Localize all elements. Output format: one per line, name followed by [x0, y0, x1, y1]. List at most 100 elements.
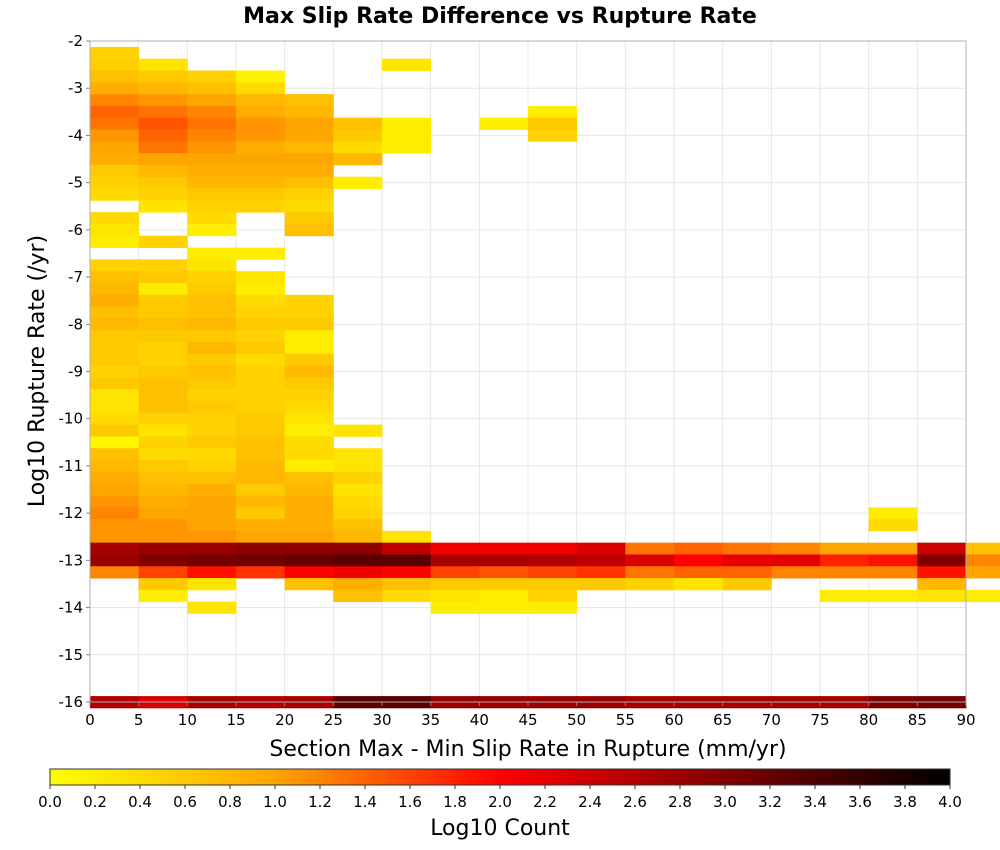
heatmap-cell [284, 542, 334, 555]
heatmap-cell [90, 282, 140, 296]
heatmap-cell [187, 105, 237, 119]
colorbar-tick-label: 1.0 [263, 793, 287, 811]
colorbar-tick-label: 2.8 [668, 793, 692, 811]
heatmap-cell [187, 153, 237, 166]
heatmap-cell [284, 188, 334, 201]
heatmap-cell [236, 188, 286, 201]
heatmap-cell [236, 153, 286, 166]
heatmap-cell [528, 117, 578, 130]
colorbar-tick-label: 2.4 [578, 793, 602, 811]
y-tick-label: -16 [59, 693, 84, 711]
heatmap-cell [430, 578, 480, 591]
heatmap-cell [674, 554, 724, 567]
heatmap-cell [333, 176, 383, 189]
heatmap-cell [187, 507, 237, 520]
colorbar-tick-label: 3.8 [893, 793, 917, 811]
heatmap-cell [236, 282, 286, 296]
heatmap-cell [576, 554, 626, 567]
heatmap-cell [187, 578, 237, 591]
heatmap-cell [90, 566, 140, 579]
heatmap-cell [138, 389, 188, 402]
heatmap-cell [382, 542, 432, 555]
y-tick-label: -7 [68, 268, 83, 286]
heatmap-cell [138, 530, 188, 544]
heatmap-cell [625, 542, 675, 555]
heatmap-cell [333, 471, 383, 485]
heatmap-cell [284, 554, 334, 567]
heatmap-cell [917, 589, 967, 603]
heatmap-cell [236, 495, 286, 508]
heatmap-cell [187, 483, 237, 496]
x-tick-label: 0 [85, 711, 95, 729]
heatmap-cell [236, 460, 286, 473]
y-tick-label: -2 [68, 32, 83, 50]
heatmap-cell [138, 117, 188, 130]
heatmap-cell [771, 542, 821, 555]
heatmap-cell [236, 164, 286, 178]
x-tick-label: 5 [134, 711, 144, 729]
heatmap-cell [868, 519, 918, 532]
heatmap-cell [966, 542, 1000, 555]
heatmap-cell [90, 365, 140, 378]
heatmap-cell [722, 566, 772, 579]
heatmap-cell [138, 105, 188, 119]
heatmap-cell [138, 94, 188, 107]
heatmap-cell [917, 554, 967, 567]
heatmap-cell [236, 117, 286, 130]
heatmap-cell [382, 589, 432, 603]
heatmap-cell [90, 519, 140, 532]
heatmap-cell [90, 129, 140, 142]
heatmap-cell [236, 318, 286, 331]
heatmap-cell [528, 601, 578, 614]
heatmap-cell [187, 259, 237, 272]
heatmap-cell [138, 141, 188, 154]
heatmap-cell [917, 566, 967, 579]
heatmap-cell [236, 105, 286, 119]
heatmap-cell [479, 578, 529, 591]
heatmap-cell [187, 389, 237, 402]
heatmap-cell [138, 271, 188, 284]
heatmap-cell [90, 176, 140, 189]
heatmap-cell [187, 70, 237, 83]
heatmap-cell [820, 566, 870, 579]
x-tick-label: 85 [908, 711, 927, 729]
y-axis-ticks: -2 -3 -4 -5 -6 -7 -8 -9 -10 -11 -12 -13 -14 -15 -16 [59, 32, 90, 711]
heatmap-cell [187, 365, 237, 378]
y-tick-label: -11 [59, 457, 84, 475]
heatmap-cell [90, 141, 140, 154]
heatmap-cell [284, 94, 334, 107]
heatmap-cell [284, 389, 334, 402]
heatmap-cell [966, 554, 1000, 567]
heatmap-cell [284, 164, 334, 178]
heatmap-cell [236, 70, 286, 83]
heatmap-cell [236, 566, 286, 579]
heatmap-cell [138, 365, 188, 378]
x-tick-label: 55 [616, 711, 635, 729]
heatmap-cell [138, 471, 188, 485]
heatmap-cell [236, 294, 286, 307]
heatmap-cell [722, 578, 772, 591]
heatmap-cell [90, 330, 140, 343]
y-axis-label: Log10 Rupture Rate (/yr) [25, 235, 50, 507]
heatmap-cell [528, 554, 578, 567]
heatmap-cell [868, 542, 918, 555]
heatmap-cell [284, 448, 334, 461]
heatmap-cells [90, 46, 1000, 709]
heatmap-cell [528, 105, 578, 119]
heatmap-cell [917, 578, 967, 591]
heatmap-cell [236, 412, 286, 426]
heatmap-cell [236, 271, 286, 284]
heatmap-cell [576, 578, 626, 591]
heatmap-cell [771, 566, 821, 579]
heatmap-cell [90, 460, 140, 473]
y-tick-label: -5 [68, 174, 83, 192]
heatmap-cell [138, 460, 188, 473]
heatmap-cell [138, 589, 188, 603]
heatmap-cell [90, 153, 140, 166]
heatmap-cell [90, 105, 140, 119]
heatmap-cell [674, 542, 724, 555]
heatmap-cell [236, 306, 286, 319]
colorbar-tick-label: 3.6 [848, 793, 872, 811]
heatmap-cell [90, 212, 140, 225]
heatmap-cell [284, 365, 334, 378]
